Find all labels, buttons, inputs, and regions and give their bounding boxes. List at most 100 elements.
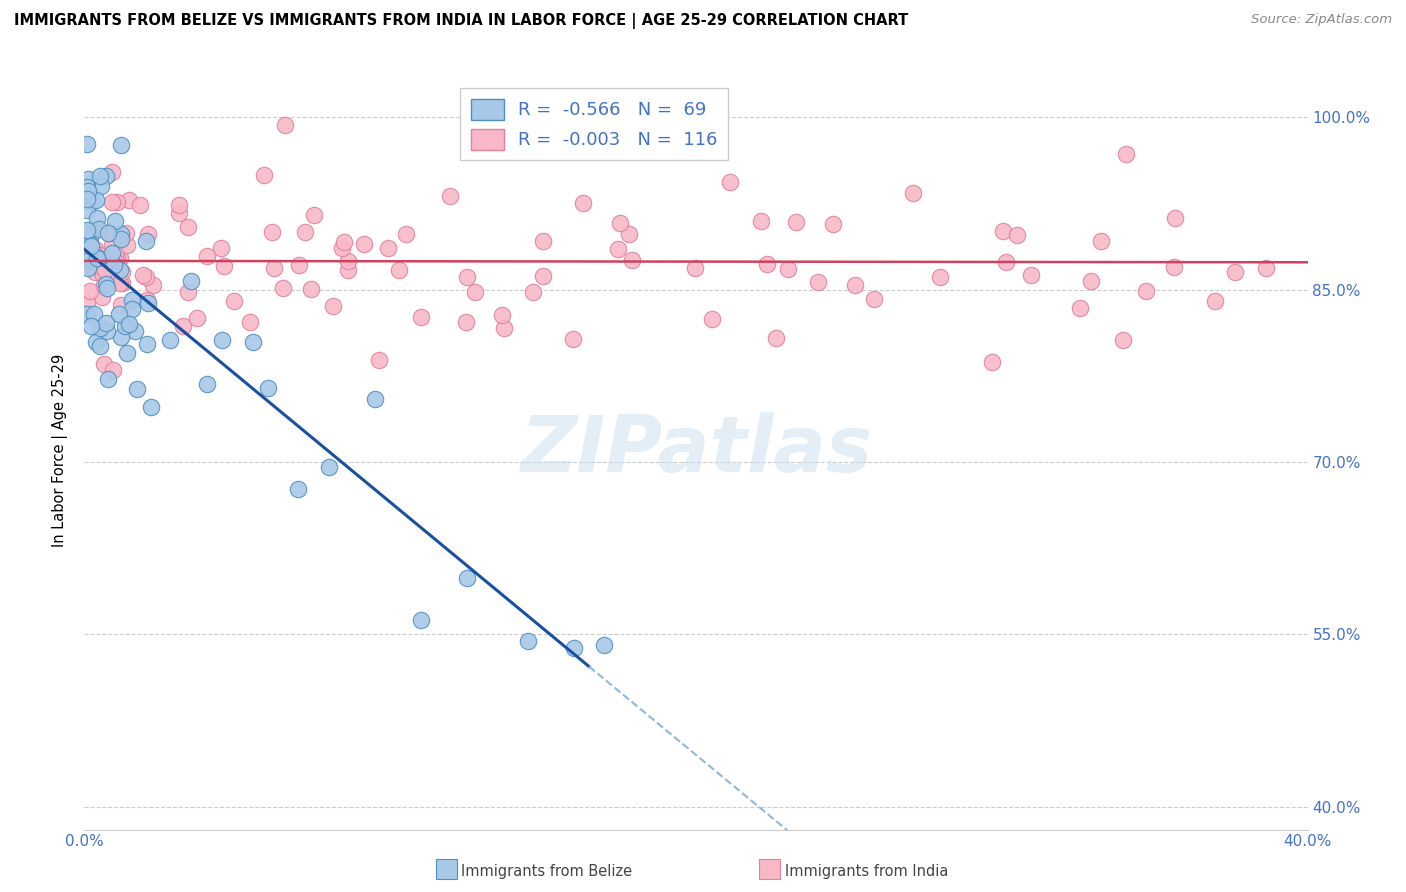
Point bbox=[159, 333, 181, 347]
Point bbox=[531, 234, 554, 248]
Point bbox=[619, 227, 641, 241]
Point bbox=[101, 363, 124, 377]
Point bbox=[110, 232, 132, 246]
Point bbox=[84, 265, 107, 279]
Point bbox=[76, 307, 98, 321]
Point bbox=[135, 293, 157, 308]
Point bbox=[333, 235, 356, 249]
Point bbox=[101, 195, 124, 210]
Point bbox=[90, 179, 112, 194]
Point bbox=[1080, 274, 1102, 288]
Point bbox=[1115, 146, 1137, 161]
Point bbox=[395, 227, 418, 241]
Point bbox=[98, 226, 121, 240]
Point bbox=[1223, 265, 1246, 279]
Legend: R =  -0.566   N =  69, R =  -0.003   N =  116: R = -0.566 N = 69, R = -0.003 N = 116 bbox=[460, 88, 728, 161]
Point bbox=[177, 285, 200, 299]
Point bbox=[128, 198, 150, 212]
Point bbox=[1135, 284, 1157, 298]
Point bbox=[214, 260, 236, 274]
Text: Immigrants from India: Immigrants from India bbox=[785, 864, 948, 879]
Point bbox=[89, 338, 111, 352]
Point bbox=[620, 252, 643, 267]
Point bbox=[456, 270, 478, 285]
Point bbox=[105, 268, 128, 283]
Point bbox=[821, 217, 844, 231]
Point bbox=[1111, 333, 1133, 347]
Point bbox=[91, 268, 114, 282]
Point bbox=[1163, 260, 1185, 274]
Point bbox=[86, 251, 108, 265]
Point bbox=[439, 189, 461, 203]
Point bbox=[76, 136, 98, 151]
Point bbox=[82, 194, 104, 208]
Point bbox=[318, 459, 340, 474]
Point bbox=[807, 276, 830, 290]
Point bbox=[108, 307, 131, 321]
Point bbox=[180, 274, 202, 288]
Point bbox=[111, 276, 134, 290]
Point bbox=[79, 284, 101, 298]
Point bbox=[606, 243, 628, 257]
Point bbox=[131, 268, 153, 282]
Point bbox=[186, 311, 208, 326]
Point bbox=[368, 352, 391, 367]
Point bbox=[94, 169, 117, 184]
Point bbox=[572, 195, 595, 210]
Point bbox=[79, 231, 101, 245]
Point bbox=[593, 638, 616, 652]
Point bbox=[609, 215, 631, 229]
Point bbox=[516, 634, 538, 648]
Point bbox=[494, 321, 516, 335]
Point bbox=[239, 315, 262, 329]
Point bbox=[79, 236, 101, 251]
Point bbox=[195, 249, 218, 263]
Point bbox=[108, 276, 131, 290]
Point bbox=[91, 290, 114, 304]
Point bbox=[271, 281, 294, 295]
Point bbox=[136, 227, 159, 241]
Point bbox=[377, 241, 399, 255]
Point bbox=[89, 248, 111, 262]
Point bbox=[929, 270, 952, 285]
Point bbox=[93, 277, 115, 292]
Point bbox=[104, 214, 127, 228]
Point bbox=[173, 319, 195, 334]
Point bbox=[93, 357, 115, 371]
Point bbox=[108, 263, 131, 277]
Point bbox=[1005, 228, 1028, 243]
Point bbox=[176, 219, 198, 234]
Point bbox=[84, 242, 107, 256]
Point bbox=[76, 203, 98, 218]
Point bbox=[195, 377, 218, 392]
Point bbox=[224, 293, 246, 308]
Point bbox=[84, 258, 107, 272]
Point bbox=[96, 280, 118, 294]
Point bbox=[110, 298, 132, 312]
Point bbox=[353, 237, 375, 252]
Point bbox=[287, 483, 309, 497]
Point bbox=[209, 241, 232, 255]
Point bbox=[136, 296, 159, 310]
Point bbox=[562, 641, 585, 656]
Point bbox=[562, 332, 585, 346]
Point bbox=[121, 293, 143, 308]
Point bbox=[863, 293, 886, 307]
Point bbox=[103, 258, 125, 272]
Point bbox=[84, 334, 107, 349]
Point bbox=[80, 239, 103, 253]
Point bbox=[118, 193, 141, 207]
Point bbox=[1069, 301, 1091, 315]
Point bbox=[299, 282, 322, 296]
Text: Source: ZipAtlas.com: Source: ZipAtlas.com bbox=[1251, 13, 1392, 27]
Point bbox=[110, 251, 132, 265]
Point bbox=[101, 238, 124, 252]
Point bbox=[94, 277, 117, 292]
Point bbox=[257, 381, 280, 395]
Point bbox=[242, 334, 264, 349]
Point bbox=[77, 250, 100, 264]
Point bbox=[105, 194, 128, 209]
Point bbox=[118, 317, 141, 331]
Point bbox=[110, 138, 132, 153]
Point bbox=[456, 571, 478, 585]
